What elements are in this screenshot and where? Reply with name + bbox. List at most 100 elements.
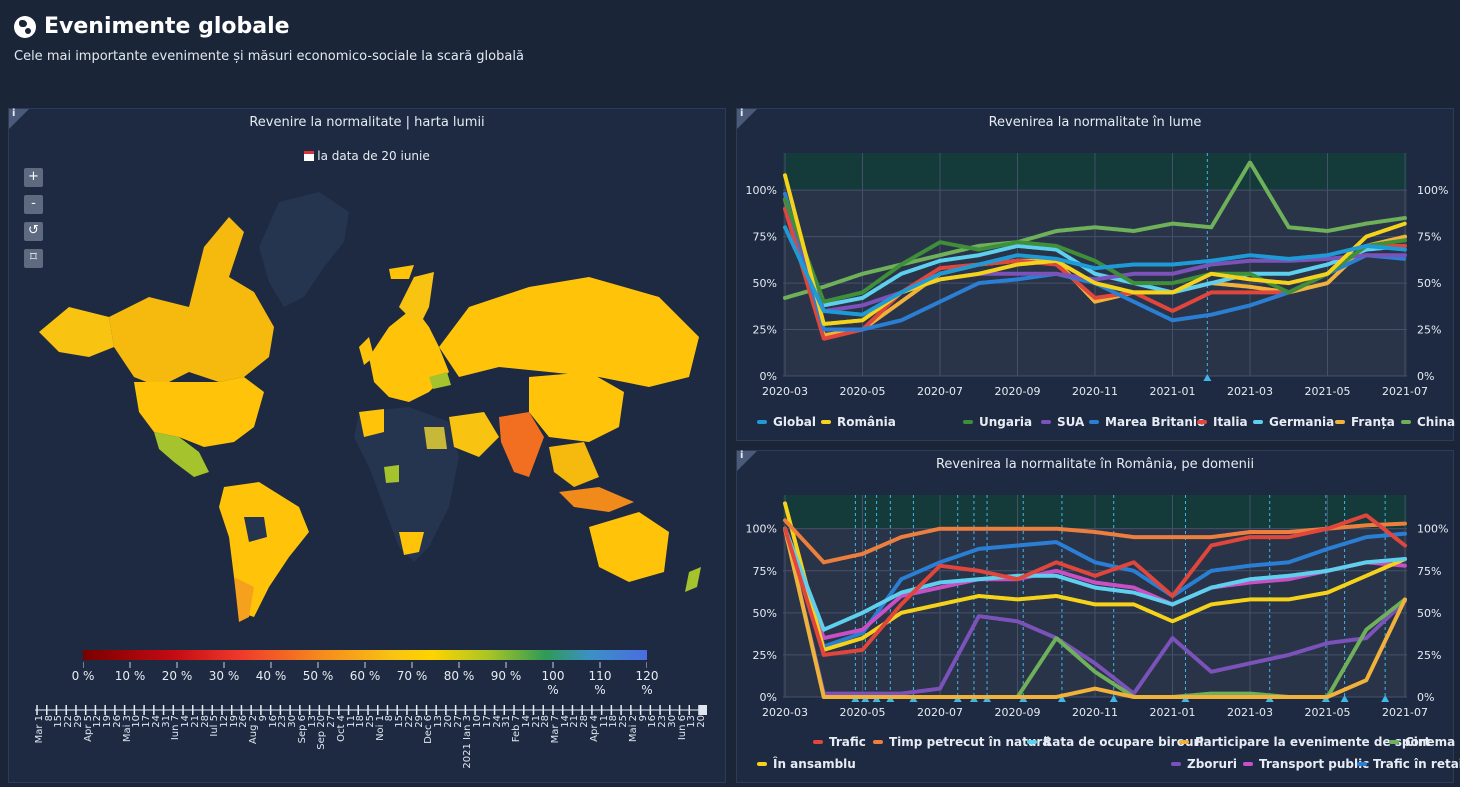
x-tick-label: 2021-05 [1305,385,1351,398]
map-china[interactable] [529,372,624,442]
romania-line-chart[interactable]: 0% 0% 25% 25% 50% 50% 75% 75% 100% 100% 2020-03 202… [737,451,1453,731]
map-panel-title: Revenire la normalitate | harta lumii [249,115,485,130]
x-tick-label: 2020-03 [762,706,808,719]
series-line[interactable] [783,526,1407,699]
x-tick-label: 2021-07 [1382,385,1428,398]
x-tick-label: 2021-01 [1150,706,1196,719]
map-india[interactable] [499,412,544,477]
legend-item[interactable]: Trafic [813,735,866,749]
legend-item[interactable]: Global [757,415,816,429]
series-line[interactable] [783,526,1407,641]
legend-item[interactable]: Germania [1253,415,1334,429]
series-line[interactable] [783,526,1407,696]
zoom-out-button[interactable]: - [24,195,43,214]
y-tick-label-right: 50% [1417,607,1441,620]
map-scandinavia[interactable] [399,272,434,327]
legend-label: Germania [1269,415,1335,429]
map-new-zealand[interactable] [685,567,701,592]
y-tick-label-right: 75% [1417,565,1441,578]
series-line[interactable] [783,225,1407,317]
series-line[interactable] [783,160,1407,300]
legend-item[interactable]: Trafic în retail [1357,757,1460,771]
map-russia[interactable] [439,277,699,387]
timeline-slider[interactable] [35,705,707,715]
x-tick-label: 2020-07 [917,385,963,398]
series-line[interactable] [783,197,1407,313]
legend-swatch [1179,740,1189,744]
x-tick-label: 2021-03 [1227,385,1273,398]
legend-item[interactable]: Rata de ocupare birouri [1027,735,1204,749]
x-tick-label: 2021-03 [1227,706,1273,719]
legend-swatch [1253,420,1263,424]
fit-map-button[interactable]: ⌑ [24,249,43,268]
y-tick-label: 25% [753,324,777,337]
legend-item[interactable]: Transport public [1243,757,1369,771]
legend-label: Marea Britanie [1105,415,1206,429]
legend-item[interactable]: Timp petrecut în natură [873,735,1050,749]
map-argentina[interactable] [234,577,254,622]
timeline-handle[interactable] [699,705,707,715]
map-canada[interactable] [109,217,274,387]
legend-item[interactable]: România [821,415,896,429]
legend-swatch [1089,420,1099,424]
map-southeast-asia[interactable] [549,442,599,487]
series-line[interactable] [783,197,1407,308]
map-europe[interactable] [369,307,449,402]
scale-label: 30 % [208,669,240,683]
legend-item[interactable]: Cinema [1389,735,1455,749]
map-greenland[interactable] [259,192,349,307]
map-romania[interactable] [429,372,451,389]
y-tick-label: 0% [760,691,777,704]
map-nigeria[interactable] [384,465,399,483]
series-line[interactable] [783,197,1407,338]
y-tick-label-right: 100% [1417,184,1448,197]
legend-item[interactable]: China [1401,415,1455,429]
map-color-scale-ticks [83,662,647,668]
event-marker[interactable] [1109,695,1118,702]
map-indonesia[interactable] [559,487,634,512]
event-marker[interactable] [1381,695,1390,702]
map-mexico[interactable] [154,432,209,477]
legend-swatch [821,420,831,424]
event-marker[interactable] [1340,695,1349,702]
legend-label: Italia [1213,415,1248,429]
map-north-africa[interactable] [359,409,384,437]
info-icon[interactable]: i [737,450,757,471]
scale-label: 70 % [396,669,428,683]
map-iceland[interactable] [389,265,414,279]
legend-item[interactable]: În ansamblu [757,757,856,771]
series-line[interactable] [783,526,1407,632]
event-marker[interactable] [1057,695,1066,702]
y-tick-label: 75% [753,565,777,578]
scale-label: 20 % [161,669,193,683]
info-icon[interactable]: i [9,108,29,129]
series-line[interactable] [783,513,1407,657]
legend-item[interactable]: SUA [1041,415,1084,429]
legend-item[interactable]: Participare la evenimente de sport [1179,735,1430,749]
legend-item[interactable]: Marea Britanie [1089,415,1205,429]
map-australia[interactable] [589,512,669,582]
legend-item[interactable]: Zboruri [1171,757,1237,771]
legend-item[interactable]: Ungaria [963,415,1032,429]
zoom-in-button[interactable]: + [24,168,43,187]
series-line[interactable] [783,518,1407,565]
legend-label: Zboruri [1187,757,1238,771]
map-bolivia[interactable] [244,517,267,542]
map-middle-east[interactable] [449,412,499,457]
map-south-africa[interactable] [399,532,424,555]
legend-item[interactable]: Franța [1335,415,1395,429]
timeline-label[interactable]: 20 [696,715,707,728]
map-color-scale [83,650,647,660]
series-line[interactable] [783,197,1407,304]
world-line-chart[interactable]: 0% 0% 25% 25% 50% 50% 75% 75% 100% 100% 2020-03 202… [737,109,1453,409]
world-map[interactable] [29,187,709,627]
map-south-america[interactable] [219,482,309,617]
map-egypt[interactable] [424,427,447,449]
map-uk[interactable] [359,337,374,365]
info-icon[interactable]: i [737,108,757,129]
map-alaska[interactable] [39,307,114,357]
event-marker[interactable] [1203,374,1212,381]
reset-zoom-button[interactable]: ↺ [24,222,43,241]
map-usa[interactable] [134,377,264,447]
legend-item[interactable]: Italia [1197,415,1248,429]
